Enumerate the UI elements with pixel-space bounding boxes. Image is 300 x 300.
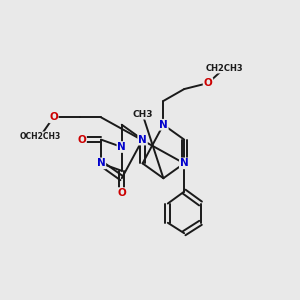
Text: N: N [117,142,126,152]
Text: O: O [117,188,126,198]
Text: N: N [180,158,189,168]
Text: O: O [77,135,86,145]
Text: CH3: CH3 [132,110,153,119]
Text: N: N [159,120,168,130]
Text: O: O [49,112,58,122]
Text: N: N [138,135,147,145]
Text: O: O [204,78,212,88]
Text: CH2CH3: CH2CH3 [206,64,243,73]
Text: OCH2CH3: OCH2CH3 [20,132,61,141]
Text: N: N [97,158,105,168]
